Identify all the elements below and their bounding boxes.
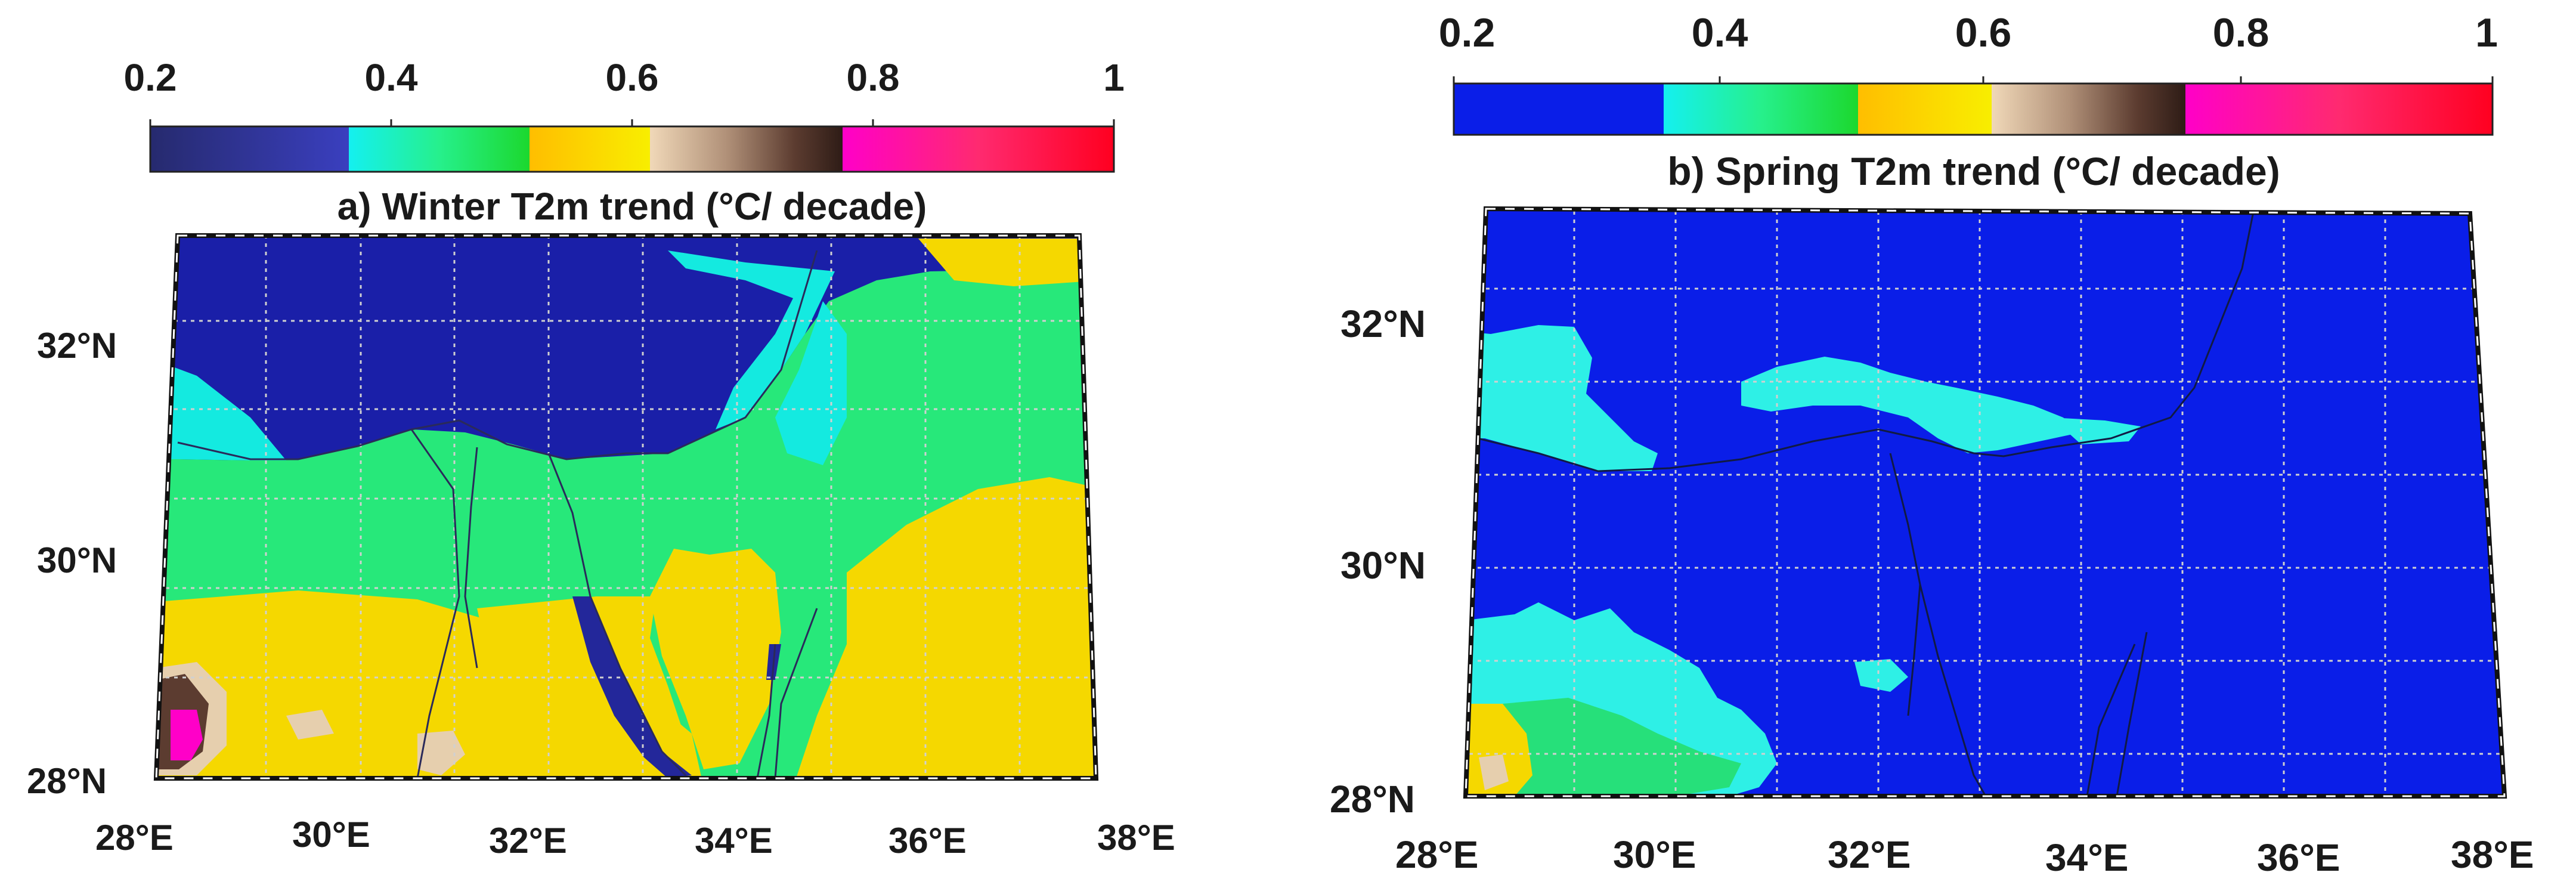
egypt-libya-border — [410, 429, 460, 778]
country-borders — [1466, 209, 2255, 796]
arabia-warm-region — [793, 477, 1096, 778]
spring-trend-figure: 0.2 0.4 0.6 0.8 1 b) Spring T2m trend (°… — [1330, 10, 2534, 879]
panel-title: a) Winter T2m trend (°C/ decade) — [338, 185, 927, 228]
colorbar-tick-label: 1 — [1103, 56, 1125, 99]
lon-label-34: 34°E — [2045, 836, 2128, 879]
colorbar-segment-3 — [530, 126, 650, 172]
lon-label-38: 38°E — [1097, 818, 1175, 858]
graticule — [1466, 209, 2504, 796]
lon-labels: 28°E 30°E 32°E 34°E 36°E 38°E — [95, 815, 1175, 861]
lon-label-30: 30°E — [292, 815, 370, 855]
trend-map-a — [153, 233, 1099, 781]
sinai-border — [547, 453, 687, 777]
colorbar-tick-label: 0.6 — [1955, 10, 2012, 55]
sinai-border — [1889, 453, 1987, 796]
mediterranean-sea-region — [156, 236, 1096, 460]
colorbar-segment-4 — [1992, 83, 2185, 135]
nile-line — [464, 447, 478, 669]
lon-label-34: 34°E — [695, 821, 773, 861]
central-tan-patch — [286, 710, 334, 740]
colorbar-segment-3 — [1858, 83, 1992, 135]
spring-trend-panel: 0.2 0.4 0.6 0.8 1 b) Spring T2m trend (°… — [1288, 0, 2576, 894]
gulf-line — [1907, 584, 1921, 716]
colorbar-b: 0.2 0.4 0.6 0.8 1 — [1439, 10, 2498, 136]
colorbar-segment-1 — [1454, 83, 1664, 135]
lon-label-28: 28°E — [1395, 833, 1478, 876]
colorbar-segment-4 — [650, 126, 843, 172]
northwest-cyan-region — [1466, 325, 1658, 471]
lon-label-36: 36°E — [2257, 836, 2340, 879]
colorbar-tick-label: 0.6 — [606, 56, 659, 99]
map-frame-inner — [155, 234, 1097, 779]
country-borders — [177, 250, 818, 778]
lat-label-28: 28°N — [1330, 778, 1415, 821]
coastline — [1466, 209, 2255, 472]
winter-trend-panel: 0.2 0.4 0.6 0.8 1 a) Winter T2m trend (°… — [27, 56, 1175, 861]
colorbar-tick-label: 0.2 — [1439, 10, 1496, 55]
colorbar-tick-labels: 0.2 0.4 0.6 0.8 1 — [1439, 10, 2498, 55]
eastern-cyan-patch — [1854, 659, 1908, 692]
colorbar-tickmarks — [1453, 76, 2494, 83]
coastline — [177, 250, 818, 460]
lon-label-30: 30°E — [1613, 833, 1696, 876]
colorbar-segments — [150, 126, 1114, 172]
lat-label-30: 30°N — [37, 540, 117, 580]
colorbar-tick-label: 0.4 — [1692, 10, 1748, 55]
colorbar-segment-2 — [1664, 83, 1858, 135]
aqaba-line — [2086, 644, 2136, 796]
sinai-warm-region — [650, 549, 781, 769]
trend-map-b — [1463, 206, 2507, 799]
northeast-warm-region — [918, 239, 1096, 286]
trend-field — [1466, 209, 2504, 796]
gulf-line — [756, 644, 776, 778]
graticule — [156, 236, 1096, 778]
colorbar-tickmarks — [149, 119, 1115, 126]
lat-label-32: 32°N — [37, 326, 117, 366]
lon-label-32: 32°E — [1828, 833, 1911, 876]
panel-title: b) Spring T2m trend (°C/ decade) — [1667, 149, 2280, 193]
nile-tan-patch — [417, 731, 465, 775]
colorbar-tick-label: 1 — [2475, 10, 2498, 55]
lon-label-32: 32°E — [489, 821, 567, 861]
colorbar-a: 0.2 0.4 0.6 0.8 1 — [124, 56, 1125, 173]
aqaba-line-2 — [2116, 632, 2148, 796]
sinai-cyan-region — [775, 301, 847, 465]
sinai-cyan-patch — [2051, 417, 2141, 444]
colorbar-segment-5 — [2185, 83, 2493, 135]
colorbar-frame — [1453, 82, 2494, 136]
southwest-tan-patch — [1479, 754, 1509, 790]
lat-label-28: 28°N — [27, 761, 107, 801]
red-sea-cold-strip — [572, 596, 692, 778]
trend-field — [156, 236, 1096, 778]
lat-label-30: 30°N — [1340, 544, 1426, 587]
colorbar-tick-label: 0.8 — [847, 56, 900, 99]
southwest-hot-spot — [171, 710, 203, 760]
colorbar-segments — [1454, 83, 2493, 135]
southwest-green-region — [1503, 698, 1741, 796]
lat-labels: 32°N 30°N 28°N — [27, 326, 117, 801]
colorbar-segment-1 — [150, 126, 349, 172]
coastal-cyan-region — [668, 250, 835, 429]
aqaba-line — [774, 608, 818, 778]
winter-trend-figure: 0.2 0.4 0.6 0.8 1 a) Winter T2m trend (°… — [27, 56, 1175, 861]
western-desert-warm-region — [156, 590, 704, 778]
lat-labels: 32°N 30°N 28°N — [1330, 302, 1426, 821]
lon-label-28: 28°E — [95, 818, 174, 858]
coastal-cyan-band — [1741, 357, 2081, 453]
map-frame-inner — [1465, 208, 2506, 797]
lat-label-32: 32°N — [1340, 302, 1426, 345]
colorbar-tick-labels: 0.2 0.4 0.6 0.8 1 — [124, 56, 1125, 99]
colorbar-segment-5 — [843, 126, 1114, 172]
colorbar-tick-label: 0.4 — [365, 56, 418, 99]
lon-labels: 28°E 30°E 32°E 34°E 36°E 38°E — [1395, 833, 2534, 879]
colorbar-tick-label: 0.2 — [124, 56, 177, 99]
lon-label-38: 38°E — [2451, 833, 2534, 876]
colorbar-segment-2 — [349, 126, 530, 172]
colorbar-tick-label: 0.8 — [2213, 10, 2270, 55]
lon-label-36: 36°E — [888, 821, 967, 861]
